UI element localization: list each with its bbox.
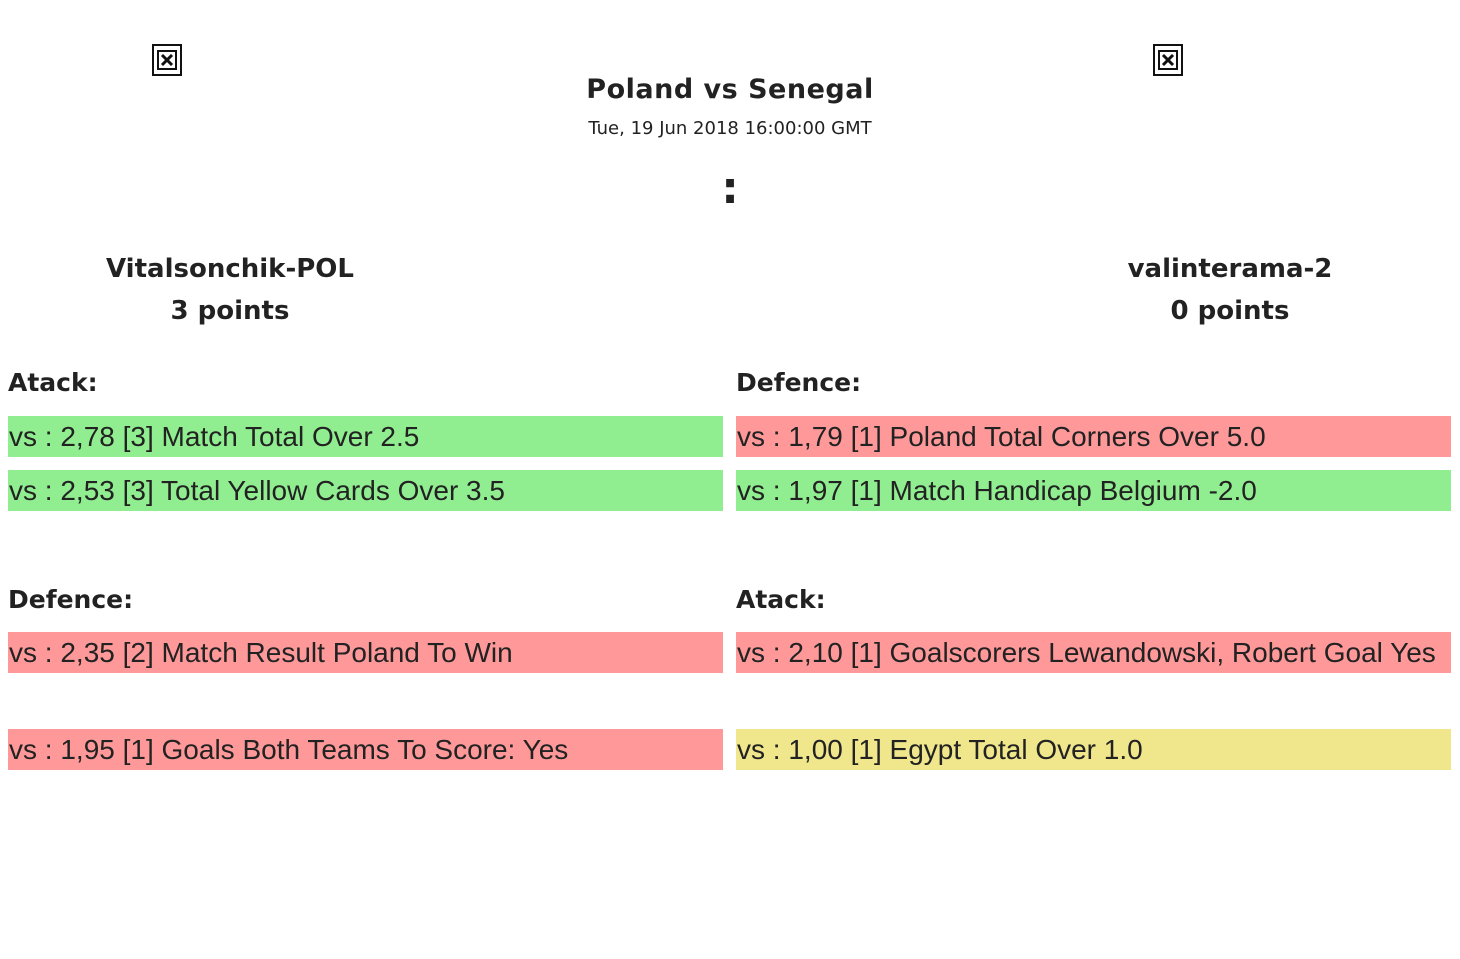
section-heading-left-atack: Atack:: [8, 368, 98, 397]
bet-row: vs : 1,00 [1] Egypt Total Over 1.0: [736, 729, 1451, 770]
player-right: valinterama-2 0 points: [1000, 248, 1460, 332]
bet-row: vs : 2,35 [2] Match Result Poland To Win: [8, 632, 723, 673]
section-heading-right-defence: Defence:: [736, 368, 862, 397]
broken-image-icon: [152, 44, 182, 76]
score-separator: :: [721, 163, 739, 214]
player-left: Vitalsonchik-POL 3 points: [0, 248, 460, 332]
bet-row: vs : 2,78 [3] Match Total Over 2.5: [8, 416, 723, 457]
player-left-name: Vitalsonchik-POL: [106, 254, 354, 284]
match-title: Poland vs Senegal: [586, 74, 874, 105]
section-heading-left-defence: Defence:: [8, 585, 134, 614]
player-right-points: 0 points: [1170, 296, 1290, 326]
bet-row: vs : 2,10 [1] Goalscorers Lewandowski, R…: [736, 632, 1451, 673]
bet-row: vs : 1,79 [1] Poland Total Corners Over …: [736, 416, 1451, 457]
broken-image-icon: [1153, 44, 1183, 76]
player-left-points: 3 points: [170, 296, 290, 326]
bet-row: vs : 2,53 [3] Total Yellow Cards Over 3.…: [8, 470, 723, 511]
bet-row: vs : 1,95 [1] Goals Both Teams To Score:…: [8, 729, 723, 770]
match-date: Tue, 19 Jun 2018 16:00:00 GMT: [588, 118, 872, 139]
section-heading-right-atack: Atack:: [736, 585, 826, 614]
player-right-name: valinterama-2: [1127, 254, 1333, 284]
bet-row: vs : 1,97 [1] Match Handicap Belgium -2.…: [736, 470, 1451, 511]
